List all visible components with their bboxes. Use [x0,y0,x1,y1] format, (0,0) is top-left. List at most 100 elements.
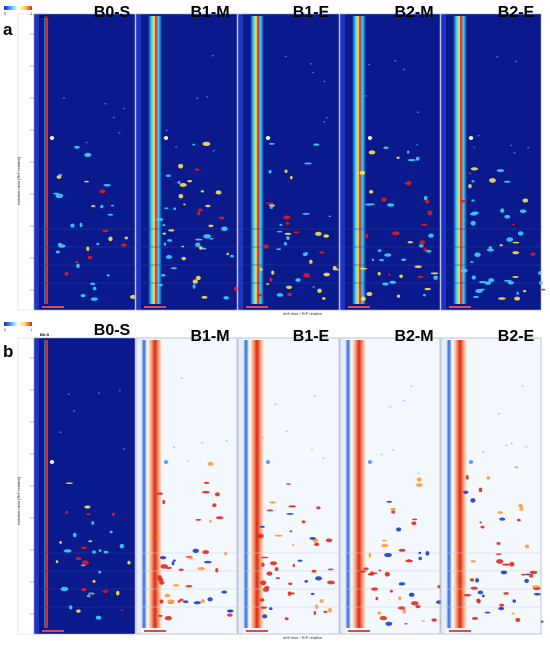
compound-spot [57,242,62,247]
compound-spot [313,143,320,146]
compound-spot [92,550,96,554]
compound-spot [471,199,475,202]
sample-tag-b: B0-S [40,332,50,337]
compound-spot [283,215,291,220]
compound-spot [500,570,508,575]
compound-spot [162,232,167,235]
panel-border [440,13,542,311]
panel-axis-strip [34,338,39,634]
compound-spot [526,146,530,149]
compound-spot [72,409,76,412]
x-tick-label-bar [348,306,370,308]
compound-spot [514,296,521,301]
compound-spot [470,498,476,503]
y-axis-label-b: retention time [RIP relative] [16,476,21,525]
compound-spot [369,189,374,194]
compound-spot [67,393,71,395]
compound-spot [177,180,181,184]
compound-spot [314,542,320,547]
compound-spot [386,500,393,503]
compound-spot [530,252,536,256]
compound-spot [325,538,333,543]
compound-spot [498,606,505,611]
compound-spot [503,592,510,595]
compound-spot [174,146,178,148]
compound-spot [312,286,315,288]
compound-spot [392,231,400,236]
compound-spot [74,145,80,149]
compound-spot-marker [49,460,55,464]
compound-spot [476,598,481,603]
compound-spot [129,294,138,299]
compound-spot [368,150,376,155]
compound-spot [80,294,86,298]
column-title-b1-m-b: B1-M [190,328,230,345]
compound-spot [503,180,511,183]
rip-band [148,16,162,304]
compound-spot [301,520,306,524]
compound-spot [488,278,495,283]
compound-spot [86,513,91,516]
compound-spot [415,143,419,146]
compound-spot [92,579,96,583]
compound-spot [523,289,527,293]
column-title-b2-m-a: B2-M [394,4,434,21]
compound-spot [499,603,505,607]
compound-spot [418,551,422,555]
compound-spot [229,254,234,258]
compound-spot [323,610,328,613]
compound-spot-marker [265,136,271,140]
compound-spot [470,560,477,563]
compound-spot [384,571,390,577]
compound-spot [74,261,80,264]
compound-spot [200,599,205,604]
compound-spot [297,559,303,562]
compound-spot [195,242,201,248]
compound-spot [419,240,426,245]
compound-spot [259,268,263,271]
compound-spot [336,268,339,271]
compound-spot [181,256,186,261]
compound-spot [410,601,419,606]
column-title-b1-m-a: B1-M [190,4,230,21]
compound-spot [112,116,116,119]
compound-spot [509,561,515,567]
compound-spot [193,601,201,605]
compound-spot [500,208,505,213]
compound-spot [161,273,166,277]
compound-spot [498,297,506,300]
compound-spot [471,616,479,620]
compound-spot [360,296,366,302]
compound-spot [197,211,201,216]
compound-spot [388,405,392,408]
compound-spot [205,204,211,208]
column-title-b0-s-a: B0-S [93,4,131,21]
compound-spot [285,430,288,433]
compound-spot [177,599,181,603]
compound-spot [200,441,204,444]
compound-spot [422,293,426,297]
compound-spot [165,174,171,177]
compound-spot [223,296,230,300]
compound-spot [325,234,330,238]
compound-spot [390,507,397,511]
compound-spot [195,97,199,100]
panel-axis-strip [238,14,243,310]
compound-spot [382,282,389,286]
compound-spot [515,617,521,623]
compound-spot [305,252,309,255]
compound-spot [214,492,220,497]
x-tick-label-bar [449,306,471,308]
compound-spot [513,151,516,154]
compound-spot [426,249,432,253]
compound-spot [200,190,205,193]
compound-spot [72,532,77,538]
compound-spot [495,553,502,556]
rip-band [148,340,162,628]
compound-spot [514,466,519,469]
compound-spot [159,581,165,585]
compound-spot [433,275,438,280]
compound-spot [285,222,290,225]
compound-spot [156,492,164,495]
compound-spot [165,129,168,132]
